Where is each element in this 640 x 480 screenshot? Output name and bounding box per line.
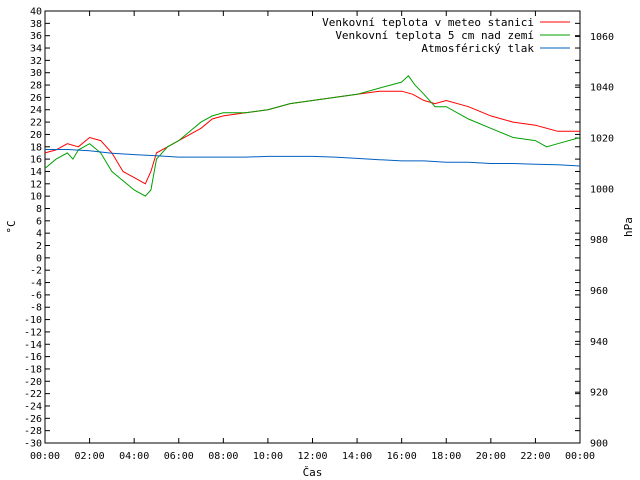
y-axis-left-title: °C xyxy=(5,220,18,233)
y-left-tick-label: 0 xyxy=(36,253,42,264)
y-right-tick-label: 980 xyxy=(590,235,608,246)
y-right-tick-label: 1060 xyxy=(590,32,614,43)
y-left-tick-label: 22 xyxy=(30,118,42,129)
x-tick-label: 14:00 xyxy=(342,451,372,462)
legend-label-2: Venkovní teplota 5 cm nad zemí xyxy=(335,29,534,42)
y-left-tick-label: -26 xyxy=(24,414,42,425)
y-left-tick-label: -18 xyxy=(24,364,42,375)
y-left-tick-label: -22 xyxy=(24,389,42,400)
y-right-tick-label: 940 xyxy=(590,337,608,348)
y-left-tick-label: 12 xyxy=(30,179,42,190)
x-axis-title: Čas xyxy=(303,466,323,479)
y-right-tick-label: 1020 xyxy=(590,134,614,145)
series-line-2 xyxy=(44,75,581,197)
x-axis: 00:00 02:00 04:00 06:00 08:00 10:00 12:00 14:00… xyxy=(30,11,595,462)
y-left-tick-label: -20 xyxy=(24,377,42,388)
y-left-tick-label: -6 xyxy=(30,290,42,301)
y-left-tick-label: -10 xyxy=(24,315,42,326)
y-left-tick-label: 38 xyxy=(30,19,42,30)
y-left-tick-label: -16 xyxy=(24,352,42,363)
legend-label-3: Atmosférický tlak xyxy=(421,42,534,55)
y-left-tick-label: 8 xyxy=(36,204,42,215)
x-tick-label: 20:00 xyxy=(476,451,506,462)
y-left-tick-label: 10 xyxy=(30,192,42,203)
y-left-tick-label: -28 xyxy=(24,426,42,437)
y-right-tick-label: 920 xyxy=(590,388,608,399)
y-left-tick-label: 4 xyxy=(36,229,42,240)
y-left-tick-label: -12 xyxy=(24,327,42,338)
y-left-tick-label: -30 xyxy=(24,439,42,450)
x-tick-label: 22:00 xyxy=(520,451,550,462)
y-left-tick-label: 18 xyxy=(30,142,42,153)
y-right-tick-label: 900 xyxy=(590,439,608,450)
y-left-tick-label: 34 xyxy=(30,44,42,55)
y-left-tick-label: -4 xyxy=(30,278,42,289)
y-left-tick-label: -24 xyxy=(24,401,42,412)
series-lines xyxy=(44,75,581,197)
series-line-1 xyxy=(44,90,580,185)
right-axis: 1060 1040 1020 1000 980 960 940 920 900 xyxy=(575,32,614,450)
y-left-tick-label: 28 xyxy=(30,81,42,92)
y-left-tick-label: 16 xyxy=(30,155,42,166)
y-left-tick-label: 2 xyxy=(36,241,42,252)
y-left-tick-label: 30 xyxy=(30,68,42,79)
series-line-3 xyxy=(45,149,581,167)
x-tick-label: 12:00 xyxy=(297,451,327,462)
x-tick-label: 02:00 xyxy=(75,451,105,462)
legend: Venkovní teplota v meteo staniciVenkovní… xyxy=(322,16,570,55)
y-left-tick-label: 32 xyxy=(30,56,42,67)
legend-label-1: Venkovní teplota v meteo stanici xyxy=(322,16,534,29)
y-left-tick-label: 6 xyxy=(36,216,42,227)
x-tick-label: 06:00 xyxy=(164,451,194,462)
y-left-tick-label: -8 xyxy=(30,303,42,314)
y-left-tick-label: 20 xyxy=(30,130,42,141)
y-right-tick-label: 1040 xyxy=(590,83,614,94)
y-right-tick-label: 960 xyxy=(590,286,608,297)
x-tick-label: 18:00 xyxy=(431,451,461,462)
y-axis-right-title: hPa xyxy=(622,217,635,237)
y-left-tick-label: 24 xyxy=(30,105,42,116)
x-tick-label: 08:00 xyxy=(208,451,238,462)
x-tick-label: 00:00 xyxy=(30,451,60,462)
y-left-tick-label: -2 xyxy=(30,266,42,277)
left-axis: 4038363432302826242220181614121086420-2-… xyxy=(24,7,580,450)
plot-area xyxy=(44,10,581,444)
x-tick-label: 16:00 xyxy=(387,451,417,462)
x-tick-label: 10:00 xyxy=(253,451,283,462)
x-tick-label: 00:00 xyxy=(565,451,595,462)
y-left-tick-label: -14 xyxy=(24,340,42,351)
y-left-tick-label: 40 xyxy=(30,7,42,18)
y-right-tick-label: 1000 xyxy=(590,184,614,195)
plot-frame xyxy=(44,10,581,444)
y-left-tick-label: 14 xyxy=(30,167,42,178)
y-left-tick-label: 36 xyxy=(30,31,42,42)
y-left-tick-label: 26 xyxy=(30,93,42,104)
x-tick-label: 04:00 xyxy=(119,451,149,462)
